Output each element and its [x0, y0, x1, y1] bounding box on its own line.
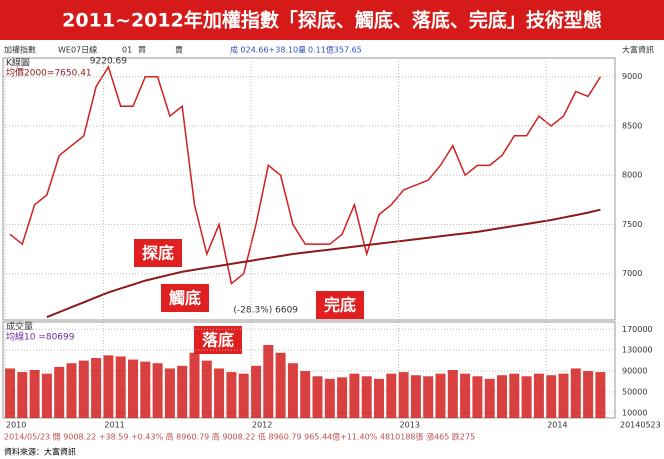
end-date: 20140523 [620, 421, 661, 430]
volume-bar [275, 352, 286, 418]
y-tick-label: 170000 [622, 325, 653, 334]
volume-bar [337, 377, 348, 418]
volume-bar [570, 368, 581, 418]
volume-bar [410, 375, 421, 418]
volume-bar [312, 376, 323, 418]
y-tick-label: 9000 [622, 72, 642, 81]
volume-bar [398, 372, 409, 418]
volume-bar [324, 378, 335, 418]
volume-bar [472, 376, 483, 418]
status-line: 2014/05/23 開 9008.22 +38.59 +0.43% 高 896… [4, 432, 475, 442]
low-label: (-28.3%) 6609 [233, 306, 298, 316]
volume-bar [300, 371, 311, 418]
volume-bar [54, 366, 65, 418]
y-tick-label: 8000 [622, 171, 642, 180]
source: 資料來源：大富資訊 [4, 447, 76, 457]
average-line [46, 208, 601, 318]
toolbar-item: 買 [138, 46, 146, 55]
toolbar-item: 大富資訊 [622, 45, 654, 55]
y-tick-label: 7000 [622, 269, 642, 278]
volume-bar [386, 373, 397, 418]
indicator-label: 均線10 =80699 [6, 331, 75, 343]
volume-bar [17, 372, 28, 418]
toolbar-item: WE07日線 [58, 45, 97, 55]
volume-bar [546, 375, 557, 418]
volume-bar [374, 378, 384, 418]
volume-bar [361, 376, 372, 418]
annotation: 探底 [142, 244, 174, 263]
y-tick-label: 7500 [622, 220, 642, 229]
x-tick-label: 2011 [104, 421, 124, 430]
y-tick-label: 50000 [622, 387, 647, 396]
annotation: 完底 [324, 296, 356, 315]
volume-bar [103, 355, 114, 418]
volume-bar [214, 368, 225, 418]
volume-bar [66, 363, 77, 418]
y-tick-label: 90000 [622, 367, 647, 376]
volume-bar [558, 373, 569, 418]
panel-label: 成交量 [6, 321, 33, 333]
volume-bar [177, 365, 188, 418]
price-line [9, 65, 602, 285]
title-bar [0, 0, 664, 40]
volume-bar [251, 365, 261, 418]
y-tick-label: 130000 [622, 346, 653, 355]
toolbar-item: 賣 [175, 45, 183, 55]
volume-bar [140, 361, 151, 418]
volume-bar [164, 368, 175, 418]
x-tick-label: 2012 [252, 421, 272, 430]
volume-bar [509, 373, 520, 418]
toolbar-item: 0.11億357.65 [308, 45, 362, 55]
volume-bar [152, 363, 163, 418]
volume-bar [226, 372, 237, 418]
y-tick-label: 8500 [622, 121, 642, 130]
peak-label: 9220.69 [90, 56, 127, 66]
x-tick-label: 2010 [6, 421, 26, 430]
volume-bar [349, 373, 360, 418]
annotation: 觸底 [169, 289, 201, 308]
title: 2011~2012年加權指數「探底、觸底、落底、完底」技術型態 [62, 9, 602, 32]
annotation-box [161, 284, 209, 312]
y-tick-label: 10000 [622, 408, 647, 417]
x-tick-label: 2013 [400, 421, 420, 430]
volume-bar [435, 373, 446, 418]
volume-bar [287, 363, 298, 418]
volume-bar [484, 378, 495, 418]
volume-bar [238, 373, 249, 418]
volume-bar [583, 371, 594, 418]
volume-bar [497, 375, 507, 418]
annotation-box [134, 239, 182, 267]
volume-bar [263, 344, 274, 418]
volume-bar [29, 370, 40, 418]
volume-bar [41, 373, 52, 418]
volume-bar [595, 372, 606, 418]
volume-bar [521, 376, 532, 418]
panel-label: K線圖 [6, 57, 30, 69]
price-panel [2, 57, 616, 321]
annotation-box [194, 326, 242, 354]
volume-bar [115, 356, 126, 418]
volume-bar [5, 368, 15, 418]
volume-bar [128, 359, 138, 418]
volume-bar [91, 358, 102, 418]
volume-bar [423, 376, 434, 418]
annotation-box [316, 291, 364, 319]
x-tick-label: 2014 [547, 421, 567, 430]
volume-bar [201, 360, 212, 418]
volume-bar [460, 373, 471, 418]
volume-bar [189, 352, 200, 418]
toolbar-item: 成 024.66+38.10量 [230, 45, 306, 55]
annotation: 落底 [202, 331, 234, 350]
volume-bar [78, 360, 89, 418]
volume-bar [533, 373, 544, 418]
toolbar-item: 加權指數 [4, 45, 36, 55]
indicator-label: 均價2000=7650.41 [6, 67, 92, 79]
volume-bar [447, 370, 458, 418]
toolbar-item: 01 [122, 46, 132, 55]
